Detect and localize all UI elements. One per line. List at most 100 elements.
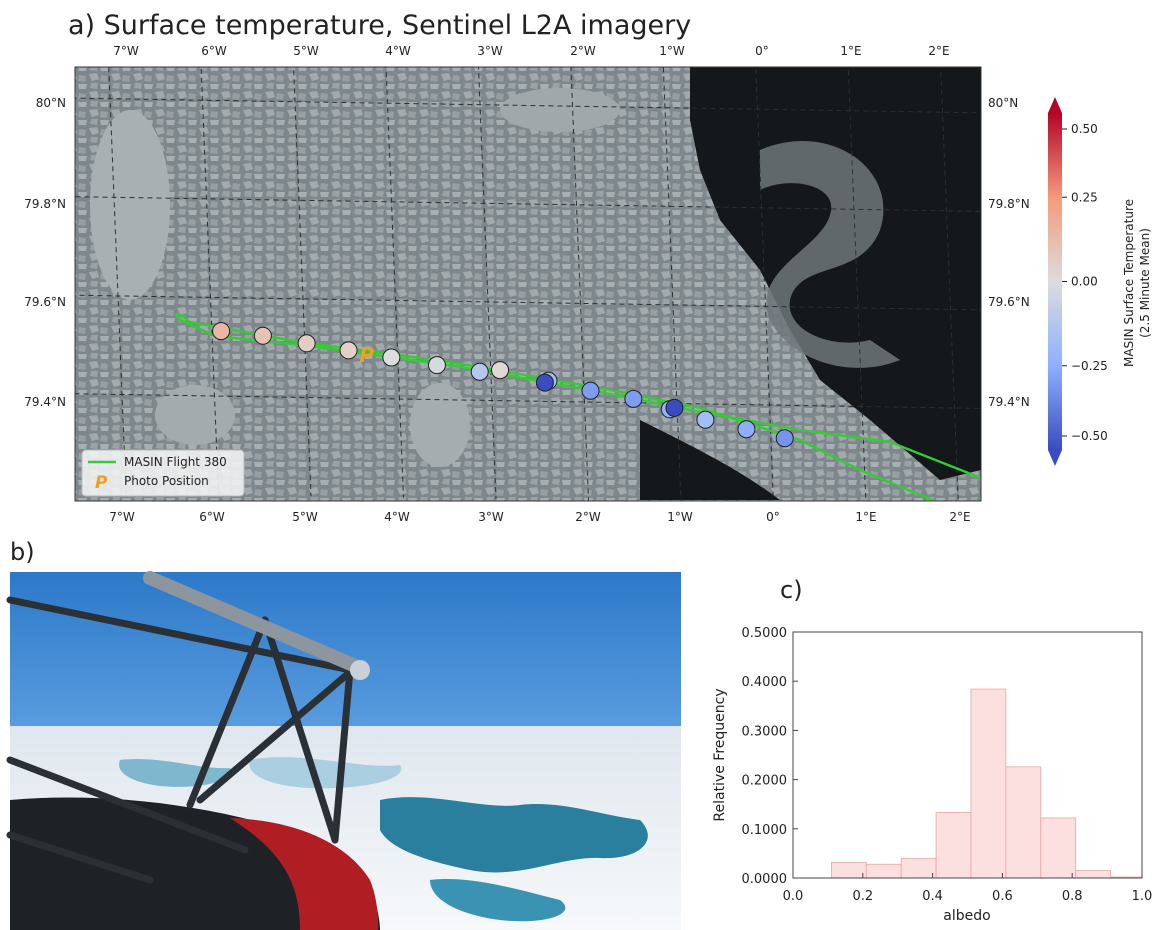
aircraft-struts <box>6 596 364 884</box>
temperature-point <box>581 381 600 400</box>
legend-box <box>81 449 245 497</box>
flight-track-line <box>179 318 981 480</box>
x-tick-label: 0.2 <box>852 889 873 904</box>
latitude-ticks-left: 80°N 79.8°N 79.6°N 79.4°N <box>24 96 66 409</box>
temperature-point <box>535 373 554 392</box>
histogram-frame <box>792 631 1143 879</box>
graticule-meridian <box>477 67 497 500</box>
graticule-meridian <box>662 67 682 501</box>
y-tick-label: 0.5000 <box>742 626 788 641</box>
graticule <box>75 67 981 501</box>
y-tick-label: 0.0000 <box>742 872 788 887</box>
colorbar-ticks: 0.50 0.25 0.00 −0.25 −0.50 <box>1062 122 1108 443</box>
temperature-point <box>470 362 489 381</box>
graticule-meridian <box>385 67 404 498</box>
temperature-point <box>491 361 510 380</box>
histogram-bar <box>1075 870 1111 879</box>
lon-tick-label: 4°W <box>385 44 411 58</box>
lon-tick-label: 7°W <box>109 510 135 524</box>
map-panel: P MASIN Flight 380 P Photo Position 7°W 6… <box>24 44 1030 524</box>
lon-tick-label: 4°W <box>384 510 410 524</box>
graticule-meridian <box>940 67 959 501</box>
panel-a-title: a) Surface temperature, Sentinel L2A ima… <box>68 10 691 41</box>
colorbar-tick-label: −0.25 <box>1071 359 1108 373</box>
lon-tick-label: 0° <box>755 44 769 58</box>
graticule-parallel <box>75 294 981 311</box>
colorbar-gradient <box>1048 113 1062 450</box>
temperature-point <box>624 389 643 408</box>
y-tick-label: 0.2000 <box>742 774 788 789</box>
histogram-x-ticks: 0.0 0.2 0.4 0.6 0.8 1.0 <box>783 873 1153 904</box>
longitude-ticks-top: 7°W 6°W 5°W 4°W 3°W 2°W 1°W 0° 1°E 2°E <box>113 44 949 58</box>
colorbar-bottom-arrow <box>1048 450 1062 466</box>
legend-photo-label: Photo Position <box>124 474 209 488</box>
aircraft-strut-fitting <box>350 660 370 680</box>
photo-melt-pond <box>249 757 402 789</box>
temperature-point <box>427 356 446 375</box>
flight-track-line <box>175 313 936 501</box>
temperature-point <box>297 334 316 353</box>
legend-flight-label: MASIN Flight 380 <box>124 455 227 469</box>
temperature-point <box>212 322 231 341</box>
lat-tick-label: 79.6°N <box>988 295 1030 309</box>
graticule-meridian <box>108 67 127 494</box>
lon-tick-label: 7°W <box>113 44 139 58</box>
histogram-bar <box>865 863 902 879</box>
histogram-bar <box>1005 766 1042 879</box>
histogram-bar <box>935 812 972 879</box>
graticule-meridian <box>847 67 867 501</box>
x-tick-label: 0.8 <box>1062 889 1083 904</box>
aircraft-wing-strut <box>143 571 367 675</box>
aerial-photo <box>6 571 681 930</box>
colorbar-tick-label: 0.00 <box>1071 275 1098 289</box>
lon-tick-label: 2°E <box>928 44 949 58</box>
lat-tick-label: 79.8°N <box>24 197 66 211</box>
x-tick-label: 0.4 <box>922 889 943 904</box>
longitude-ticks-bottom: 7°W 6°W 5°W 4°W 3°W 2°W 1°W 0° 1°E 2°E <box>109 510 970 524</box>
graticule-meridian <box>200 67 219 495</box>
panel-c-label: c) <box>780 576 803 604</box>
lon-tick-label: 3°W <box>477 44 503 58</box>
histogram-xlabel: albedo <box>943 908 990 924</box>
large-floe <box>500 88 620 132</box>
photo-melt-pond <box>430 879 566 922</box>
y-tick-label: 0.1000 <box>742 823 788 838</box>
lon-tick-label: 1°E <box>840 44 861 58</box>
colorbar-tick-label: 0.50 <box>1071 122 1098 136</box>
lat-tick-label: 79.8°N <box>988 197 1030 211</box>
lat-tick-label: 79.6°N <box>24 295 66 309</box>
lat-tick-label: 79.4°N <box>24 395 66 409</box>
histogram-bars <box>830 688 1143 879</box>
open-water-south <box>640 420 780 500</box>
histogram-bar <box>970 688 1007 879</box>
lat-tick-label: 80°N <box>36 96 66 110</box>
graticule-meridian <box>293 67 312 497</box>
large-floe <box>410 383 470 467</box>
colorbar-tick-label: −0.50 <box>1071 429 1108 443</box>
temperature-point <box>665 398 684 417</box>
large-floe <box>155 385 235 445</box>
lon-tick-label: 1°W <box>659 44 685 58</box>
histogram-bar <box>1040 817 1077 879</box>
map-legend: MASIN Flight 380 P Photo Position <box>81 449 245 497</box>
temperature-point <box>737 420 756 439</box>
histogram-y-ticks: 0.0000 0.1000 0.2000 0.3000 0.4000 0.5000 <box>742 626 798 887</box>
lon-tick-label: 2°W <box>575 510 601 524</box>
flight-track <box>175 313 981 501</box>
lon-tick-label: 1°W <box>667 510 693 524</box>
temperature-point <box>775 429 794 448</box>
lon-tick-label: 1°E <box>855 510 876 524</box>
lon-tick-label: 3°W <box>478 510 504 524</box>
lon-tick-label: 2°W <box>570 44 596 58</box>
x-tick-label: 0.0 <box>783 889 804 904</box>
colorbar-top-arrow <box>1048 97 1062 113</box>
temperature-point <box>339 341 358 360</box>
graticule-parallel <box>75 97 981 114</box>
x-tick-label: 1.0 <box>1132 889 1153 904</box>
photo-position-marker: P <box>359 343 374 367</box>
graticule-parallel <box>75 393 981 409</box>
lat-tick-label: 80°N <box>988 96 1018 110</box>
temperature-points <box>212 322 794 448</box>
large-floe <box>90 110 170 300</box>
